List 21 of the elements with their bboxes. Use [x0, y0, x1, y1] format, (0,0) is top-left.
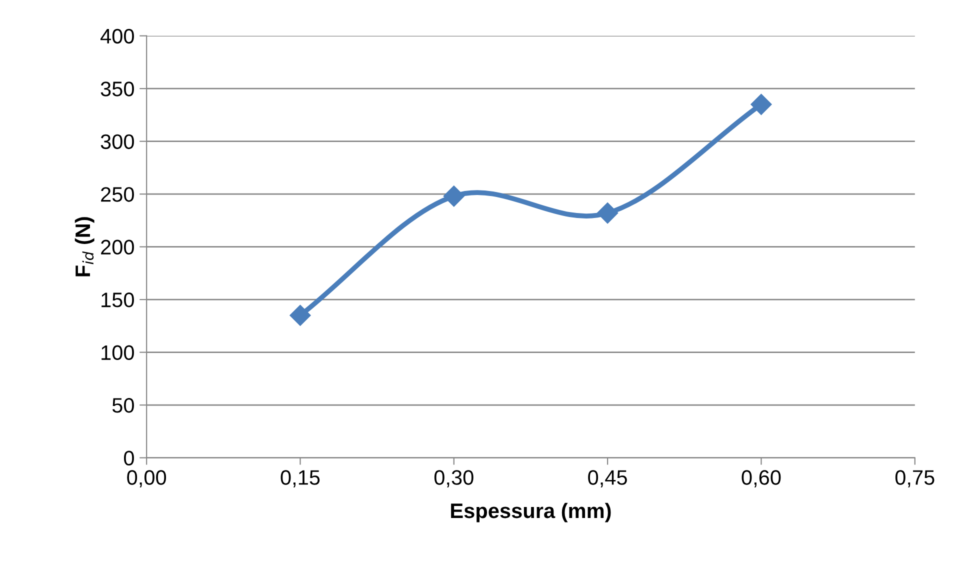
y-axis-title: F$_{id}$ (N)	[74, 217, 94, 276]
x-tick-label: 0,60	[742, 470, 781, 488]
y-tick-label: 50	[112, 398, 134, 413]
y-tick-label: 250	[101, 187, 134, 202]
x-axis-title: Espessura (mm)	[451, 502, 611, 522]
x-tick-label: 0,00	[127, 470, 166, 488]
point	[290, 304, 311, 326]
y-tick-label: 150	[102, 292, 134, 308]
x-tick-label: 0,30	[434, 470, 474, 488]
x-tick-label: 0,15	[280, 470, 320, 488]
y-tick-label: 300	[100, 134, 134, 150]
x-tick-label: 0,75	[895, 470, 934, 488]
y-tick-label: 400	[100, 28, 134, 44]
y-tick-label: 350	[100, 82, 134, 96]
point	[443, 186, 464, 207]
y-tick-label: 0	[124, 450, 134, 466]
y-tick-label: 100	[102, 345, 134, 360]
point	[597, 202, 618, 224]
point	[750, 94, 772, 115]
x-tick-label: 0,45	[588, 470, 627, 488]
y-tick-label: 200	[101, 240, 134, 255]
